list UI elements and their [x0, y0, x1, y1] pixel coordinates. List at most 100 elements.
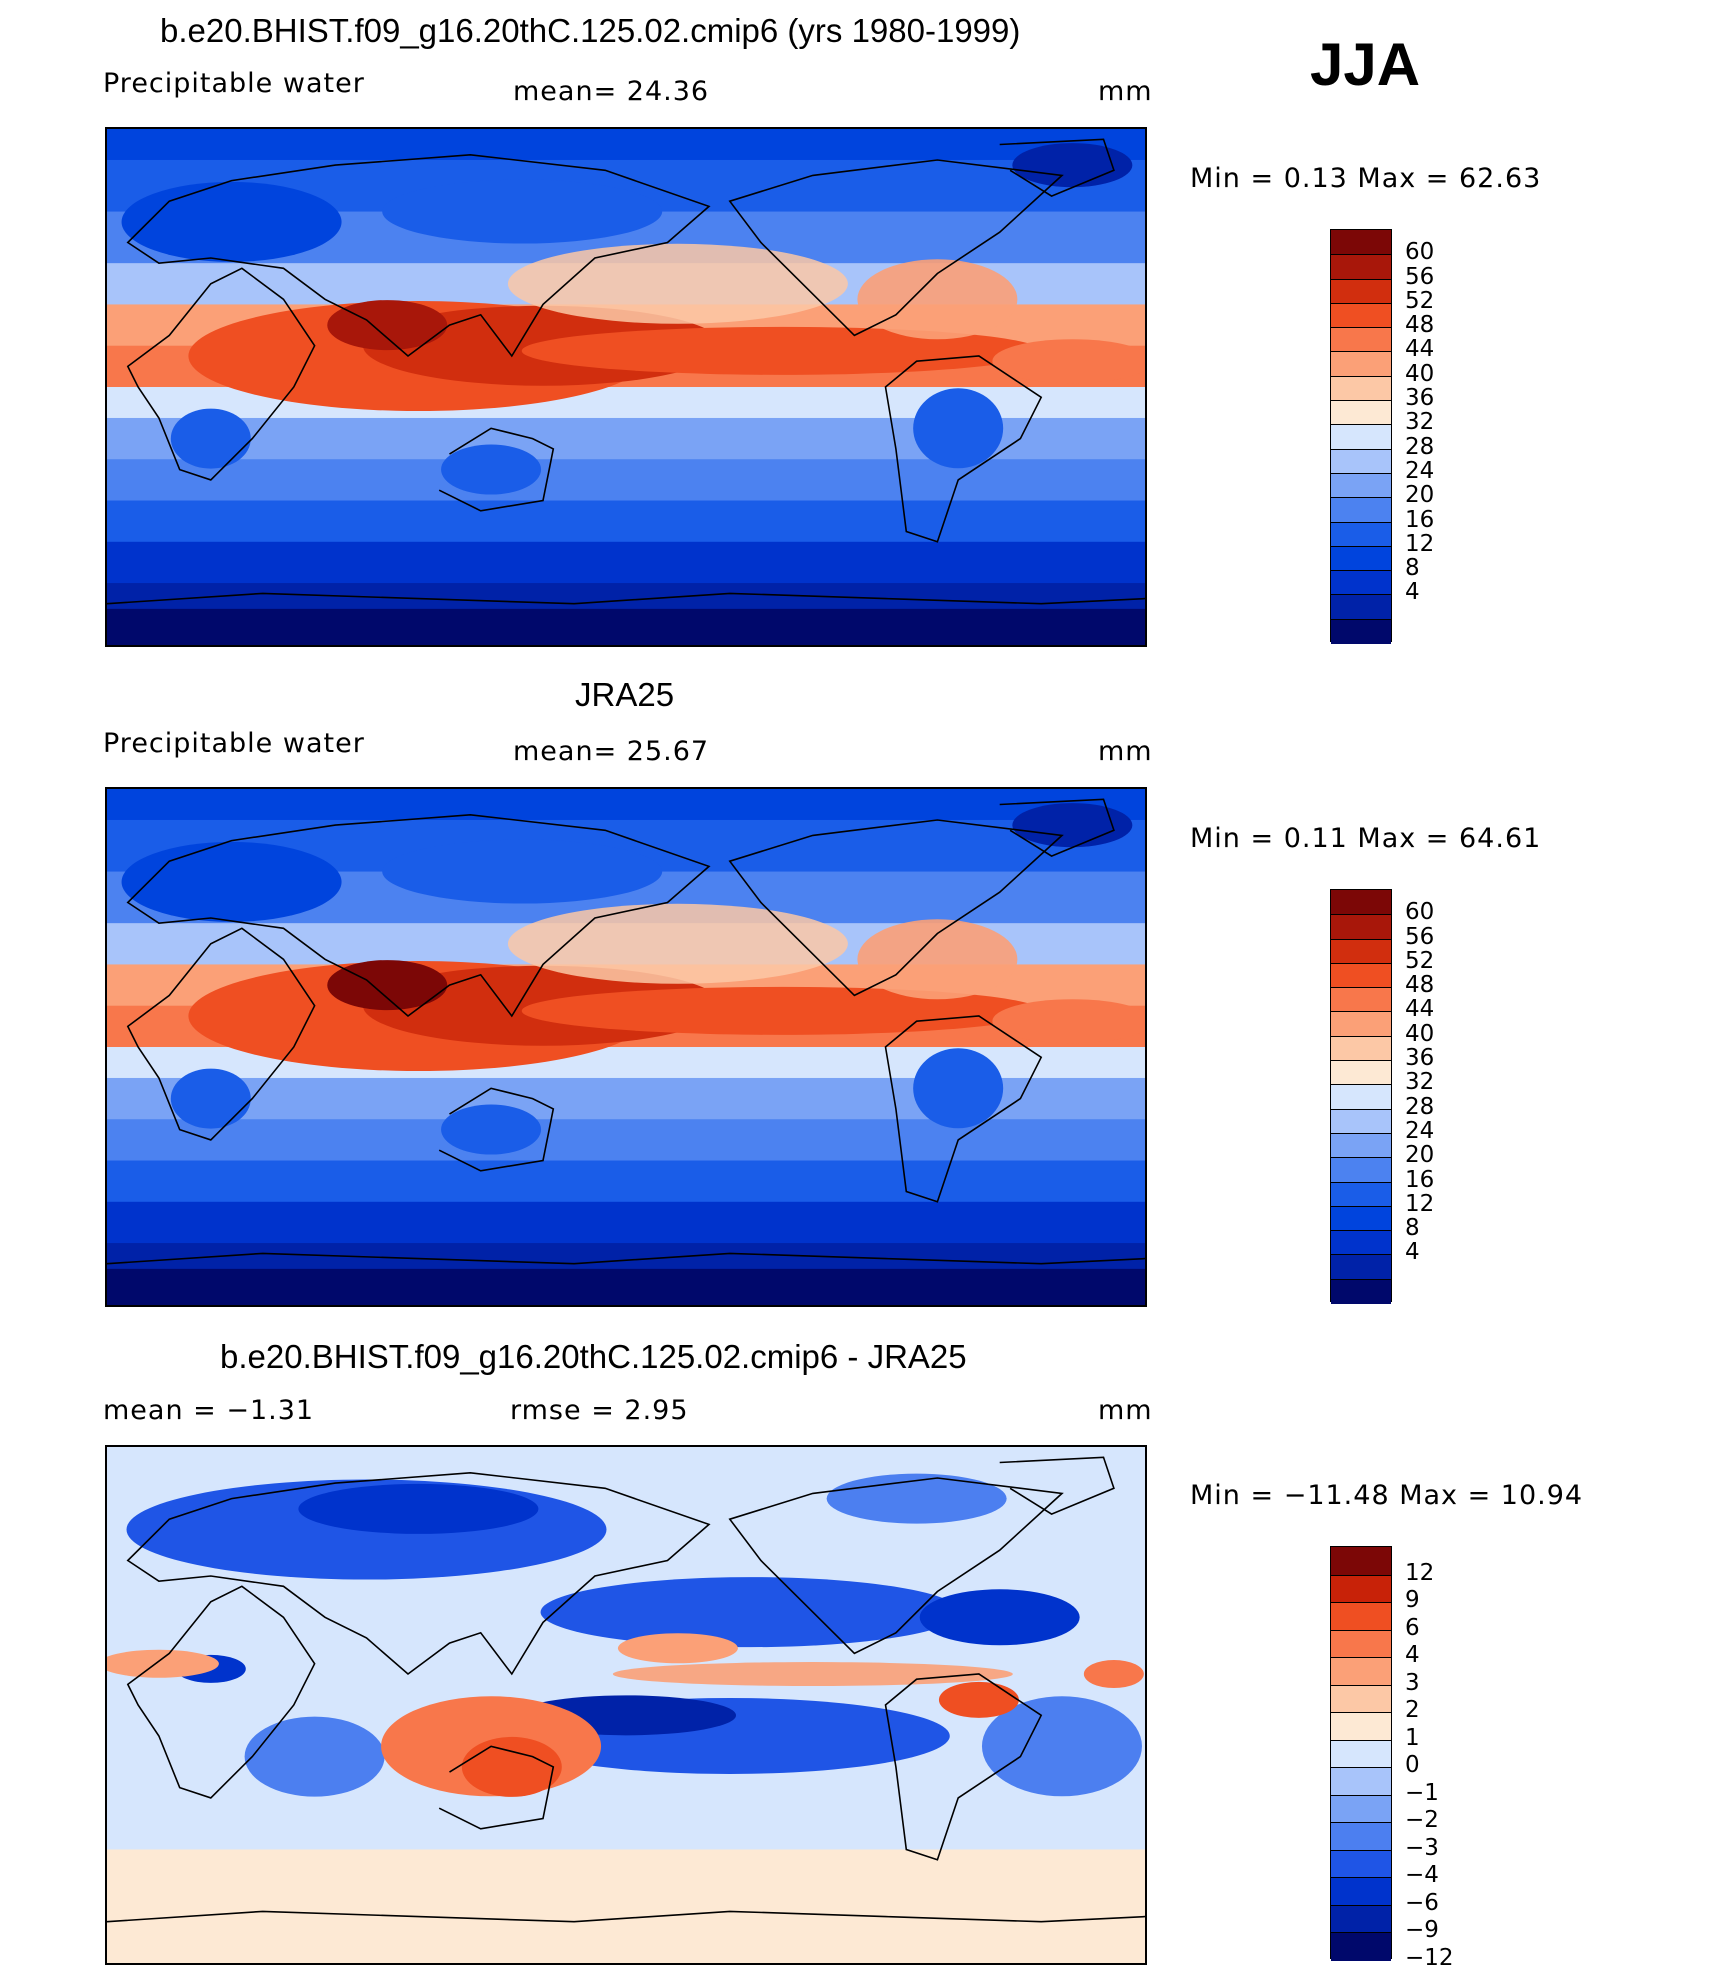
- colorbar-swatch: [1331, 424, 1391, 450]
- contour-band: [107, 129, 1145, 161]
- coastline: [126, 1471, 711, 1676]
- contour-region: [507, 903, 848, 984]
- contour-region: [121, 841, 342, 922]
- panel-2-minmax: Min = 0.11 Max = 64.61: [1190, 823, 1542, 854]
- coastline: [884, 355, 1043, 543]
- panel-2-map: [105, 787, 1147, 1307]
- panel-3-colorbar: [1330, 1546, 1392, 1961]
- contour-region: [121, 181, 342, 262]
- colorbar-swatch: [1331, 1794, 1391, 1824]
- colorbar-swatch: [1331, 1278, 1391, 1304]
- colorbar-tick-label: 12: [1405, 1559, 1435, 1586]
- colorbar-tick-label: 28: [1405, 433, 1435, 460]
- contour-region: [1012, 143, 1133, 188]
- colorbar-swatch: [1331, 938, 1391, 964]
- contour-band: [107, 1849, 1145, 1963]
- coastline: [999, 138, 1115, 197]
- contour-region: [857, 919, 1018, 1000]
- colorbar-swatch: [1331, 1157, 1391, 1183]
- colorbar-swatch: [1331, 1822, 1391, 1851]
- colorbar-swatch: [1331, 351, 1391, 377]
- colorbar-tick-label: 8: [1405, 1215, 1420, 1242]
- contour-band: [107, 541, 1145, 585]
- colorbar-swatch: [1331, 448, 1391, 474]
- contour-region: [913, 388, 1004, 469]
- colorbar-swatch: [1331, 1205, 1391, 1232]
- colorbar-swatch: [1331, 1602, 1391, 1631]
- contour-region: [981, 1696, 1142, 1797]
- colorbar-tick-label: −12: [1405, 1945, 1454, 1971]
- colorbar-swatch: [1331, 1684, 1391, 1714]
- season-label: JJA: [1310, 31, 1421, 98]
- contour-region: [441, 444, 542, 495]
- colorbar-tick-label: 4: [1405, 579, 1420, 606]
- colorbar-swatch: [1331, 1132, 1391, 1159]
- colorbar-tick-label: 2: [1405, 1697, 1420, 1724]
- colorbar-tick-label: 52: [1405, 287, 1435, 314]
- contour-region: [298, 1483, 539, 1534]
- colorbar-swatch: [1331, 1035, 1391, 1062]
- colorbar-swatch: [1331, 1547, 1391, 1576]
- colorbar-swatch: [1331, 375, 1391, 402]
- contour-region: [1083, 1660, 1144, 1689]
- contour-region: [461, 1736, 562, 1797]
- colorbar-swatch: [1331, 327, 1391, 353]
- colorbar-swatch: [1331, 278, 1391, 304]
- colorbar-swatch: [1331, 1904, 1391, 1934]
- contour-band: [107, 608, 1145, 645]
- colorbar-swatch: [1331, 1060, 1391, 1086]
- colorbar-tick-label: −9: [1405, 1917, 1439, 1944]
- contour-region: [913, 1048, 1004, 1129]
- colorbar-tick-label: −6: [1405, 1889, 1439, 1916]
- colorbar-swatch: [1331, 230, 1391, 256]
- colorbar-swatch: [1331, 1254, 1391, 1280]
- colorbar-swatch: [1331, 1767, 1391, 1796]
- contour-region: [521, 326, 1042, 375]
- colorbar-swatch: [1331, 1230, 1391, 1256]
- panel-3-units: mm: [1098, 1395, 1153, 1426]
- colorbar-tick-label: 1: [1405, 1724, 1420, 1751]
- colorbar-tick-label: 32: [1405, 1069, 1435, 1096]
- colorbar-swatch: [1331, 1108, 1391, 1134]
- colorbar-swatch: [1331, 1011, 1391, 1037]
- colorbar-swatch: [1331, 987, 1391, 1013]
- colorbar-tick-label: 48: [1405, 312, 1435, 339]
- colorbar-swatch: [1331, 1712, 1391, 1741]
- panel-1-minmax: Min = 0.13 Max = 62.63: [1190, 163, 1542, 194]
- colorbar-tick-label: 40: [1405, 1020, 1435, 1047]
- colorbar-tick-label: 4: [1405, 1239, 1420, 1266]
- colorbar-tick-label: 44: [1405, 336, 1435, 363]
- coastline: [438, 1087, 555, 1172]
- colorbar-tick-label: −4: [1405, 1862, 1439, 1889]
- colorbar-swatch: [1331, 472, 1391, 499]
- colorbar-tick-label: 0: [1405, 1752, 1420, 1779]
- colorbar-tick-label: 60: [1405, 899, 1435, 926]
- panel-1-map: [105, 127, 1147, 647]
- contour-region: [170, 408, 251, 469]
- contour-region: [170, 1068, 251, 1129]
- panel-1-title: b.e20.BHIST.f09_g16.20thC.125.02.cmip6 (…: [160, 12, 1021, 49]
- coastline: [107, 1252, 1145, 1265]
- coastline: [999, 798, 1115, 857]
- panel-1-colorbar: [1330, 229, 1392, 644]
- contour-region: [992, 339, 1145, 384]
- coastline: [999, 1456, 1115, 1515]
- contour-region: [938, 1681, 1019, 1718]
- panel-2-title: JRA25: [575, 676, 675, 713]
- contour-band: [107, 1119, 1145, 1162]
- coastline: [728, 1477, 1064, 1655]
- contour-band: [107, 789, 1145, 821]
- colorbar-swatch: [1331, 570, 1391, 596]
- colorbar-tick-label: 60: [1405, 239, 1435, 266]
- colorbar-tick-label: 9: [1405, 1587, 1420, 1614]
- colorbar-tick-label: 48: [1405, 972, 1435, 999]
- coastline: [126, 813, 711, 1018]
- colorbar-tick-label: 32: [1405, 409, 1435, 436]
- contour-region: [617, 1633, 738, 1664]
- colorbar-tick-label: 4: [1405, 1642, 1420, 1669]
- panel-3-mean-label: mean = −1.31: [103, 1395, 315, 1426]
- colorbar-tick-label: 12: [1405, 1190, 1435, 1217]
- contour-band: [107, 583, 1145, 610]
- colorbar-tick-label: 8: [1405, 555, 1420, 582]
- colorbar-swatch: [1331, 914, 1391, 940]
